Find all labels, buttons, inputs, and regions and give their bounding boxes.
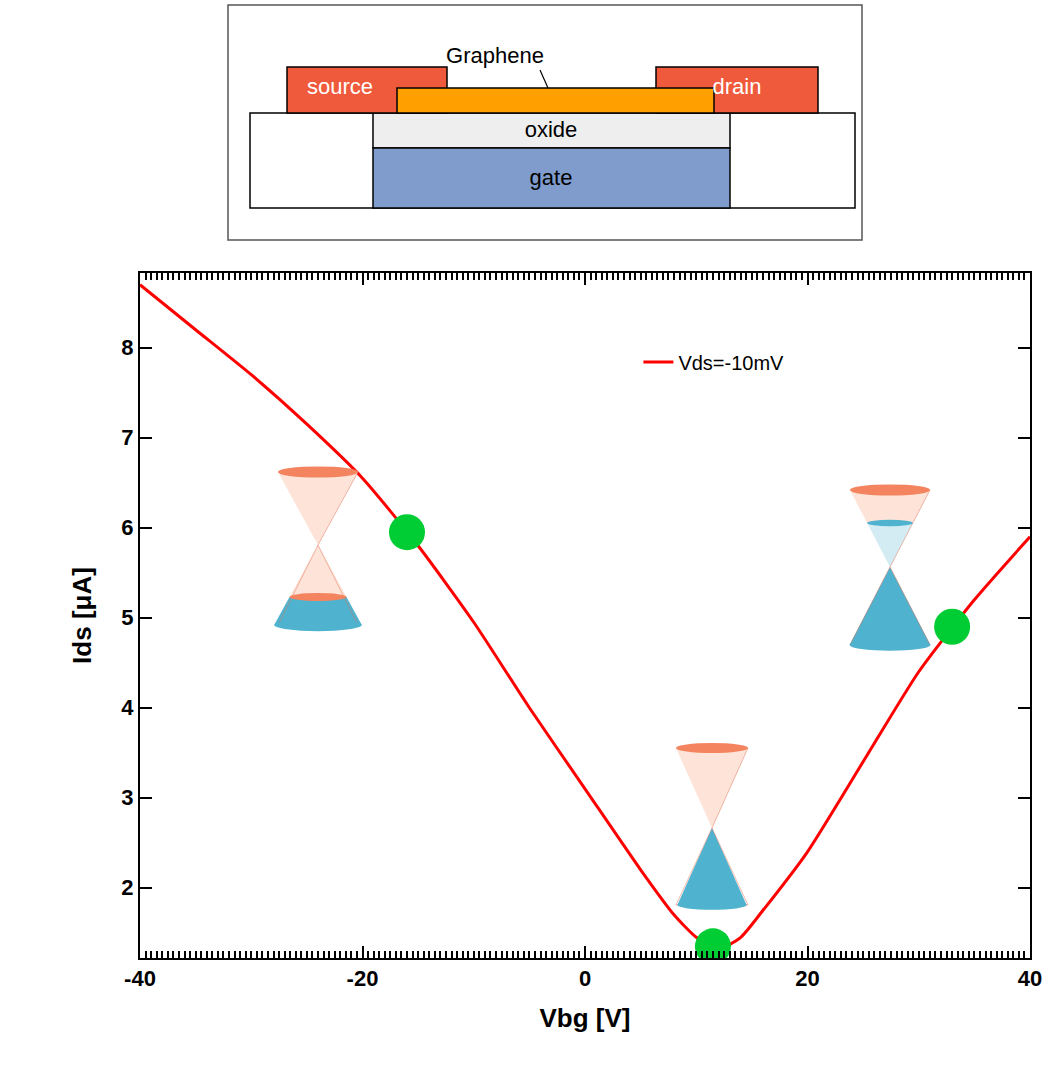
svg-text:Vds=-10mV: Vds=-10mV — [678, 352, 784, 374]
svg-text:6: 6 — [121, 515, 133, 540]
svg-text:0: 0 — [579, 966, 591, 991]
svg-text:4: 4 — [121, 695, 134, 720]
svg-text:Graphene: Graphene — [446, 43, 544, 68]
svg-text:Ids [μA]: Ids [μA] — [67, 567, 97, 664]
svg-text:-20: -20 — [347, 966, 379, 991]
svg-text:40: 40 — [1018, 966, 1042, 991]
svg-text:-40: -40 — [124, 966, 156, 991]
svg-text:source: source — [307, 74, 373, 99]
svg-text:drain: drain — [713, 74, 762, 99]
svg-text:3: 3 — [121, 785, 133, 810]
svg-text:gate: gate — [530, 165, 573, 190]
svg-text:Vbg [V]: Vbg [V] — [540, 1003, 631, 1033]
svg-text:oxide: oxide — [525, 117, 578, 142]
svg-text:7: 7 — [121, 425, 133, 450]
svg-text:20: 20 — [795, 966, 819, 991]
svg-text:2: 2 — [121, 875, 133, 900]
svg-text:5: 5 — [121, 605, 133, 630]
svg-text:8: 8 — [121, 335, 133, 360]
